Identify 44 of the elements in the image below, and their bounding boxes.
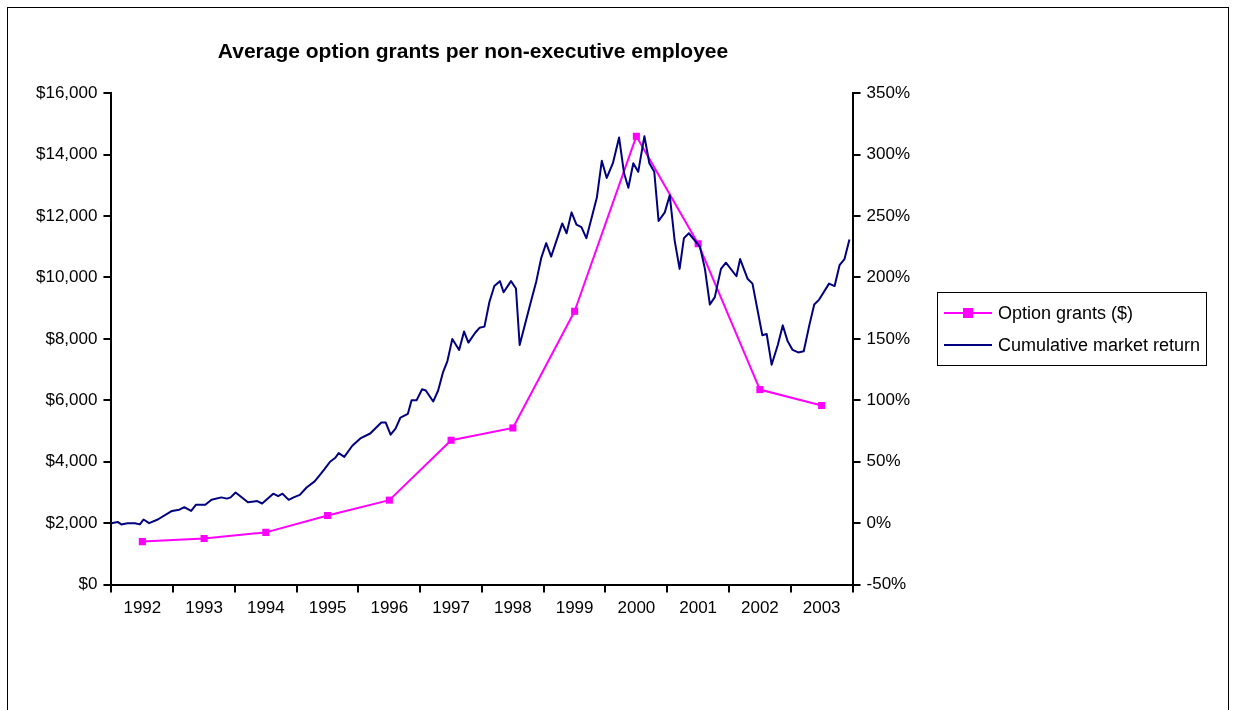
point (509, 424, 517, 432)
point (324, 511, 332, 520)
y2-tick-label: 150% (866, 328, 910, 348)
y-tick-label: $2,000 (45, 512, 98, 532)
point (571, 307, 579, 315)
x-tick-label: 1993 (185, 598, 223, 618)
point (632, 132, 640, 140)
y-tick-label: $14,000 (36, 144, 98, 164)
x-tick-label: 2003 (802, 598, 841, 618)
point (818, 402, 826, 410)
x-tick-label: 1996 (370, 598, 409, 618)
y2-tick-label: 350% (866, 82, 910, 102)
y2-tick-label: 50% (866, 451, 901, 471)
point (200, 535, 208, 543)
y2-tick-label: 250% (866, 205, 910, 225)
y-tick-label: $6,000 (45, 390, 98, 410)
x-tick-label: 2001 (679, 598, 718, 618)
point (385, 496, 393, 504)
x-tick-label: 1994 (246, 598, 285, 618)
y2-tick-label: 0% (866, 512, 892, 532)
point (138, 538, 146, 546)
y-tick-label: $4,000 (45, 451, 98, 471)
x-tick-label: 2000 (617, 598, 656, 618)
point (756, 386, 764, 394)
y2-tick-label: -50% (866, 574, 907, 594)
y-tick-label: $10,000 (36, 267, 98, 287)
x-tick-label: 1999 (555, 598, 594, 618)
y-tick-label: $0 (78, 574, 98, 594)
legend-label: Cumulative market return (998, 334, 1201, 356)
y-tick-label: $16,000 (36, 82, 98, 102)
y-tick-label: $8,000 (45, 328, 98, 348)
chart-title: Average option grants per non-executive employee (217, 39, 729, 63)
point (447, 436, 455, 444)
y2-tick-label: 100% (866, 390, 910, 410)
x-tick-label: 1998 (493, 598, 532, 618)
y2-tick-label: 300% (866, 144, 910, 164)
point (262, 528, 270, 536)
y2-tick-label: 200% (866, 267, 910, 287)
y-tick-label: $12,000 (36, 205, 98, 225)
x-tick-label: 1992 (123, 598, 162, 618)
x-tick-label: 1995 (308, 598, 347, 618)
x-tick-label: 1997 (432, 598, 471, 618)
legend-label: Option grants ($) (998, 302, 1134, 324)
x-tick-label: 2002 (740, 598, 779, 618)
